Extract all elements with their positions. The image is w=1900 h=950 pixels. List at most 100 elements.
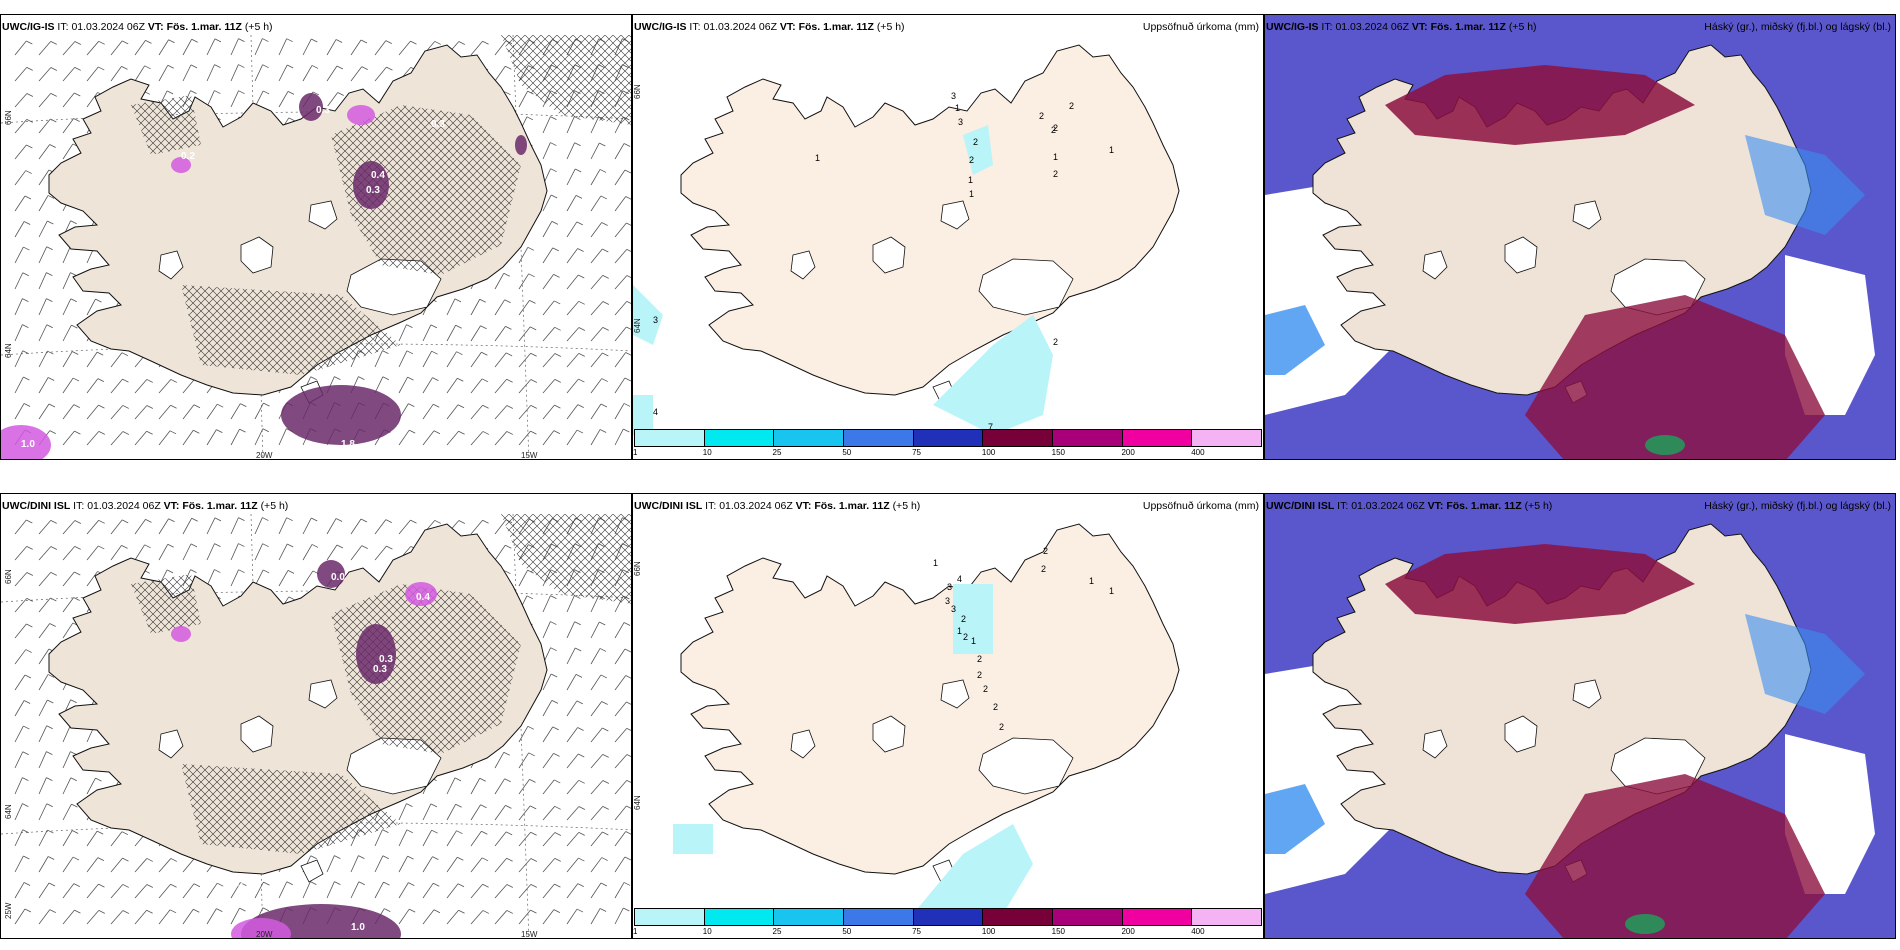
wind-barb-flag [310, 881, 317, 885]
wind-barb-flag [602, 780, 610, 784]
wind-barb-flag [287, 91, 295, 95]
wind-barb [38, 220, 48, 238]
wind-barb-flag [23, 403, 31, 407]
wind-value-label: 1.8 [341, 439, 355, 450]
wind-barb [62, 67, 76, 82]
wind-barb-flag [578, 832, 585, 836]
wind-barb [470, 857, 483, 873]
glacier-outline [1422, 729, 1448, 759]
wind-barb-flag [602, 831, 609, 836]
wind-barb-flag [550, 116, 557, 120]
wind-barb [62, 622, 74, 639]
wind-barb [614, 675, 627, 691]
wind-barb [494, 752, 505, 769]
wind-barb [206, 38, 216, 56]
wind-barb-flag [24, 908, 32, 913]
wind-barb [590, 831, 603, 847]
wind-barb [14, 572, 28, 587]
wind-barb [134, 884, 148, 899]
glacier-outline [1504, 236, 1538, 274]
colorbar-tick-label: 75 [912, 927, 922, 936]
wind-barb-flag [578, 274, 585, 279]
wind-barb [254, 517, 263, 535]
wind-barb-flag [46, 324, 53, 329]
wind-barb-flag [337, 92, 344, 96]
wind-barb [14, 623, 27, 639]
wind-barb-flag [98, 519, 105, 524]
wind-barb [614, 882, 625, 899]
wind-barb-flag [263, 402, 270, 407]
wind-barb [398, 429, 410, 446]
wind-barb-flag [169, 909, 177, 914]
precip-blob [1, 425, 51, 459]
wind-barb-flag [454, 298, 462, 303]
wind-barb-flag [626, 222, 631, 226]
wind-barb-flag [550, 595, 557, 599]
wind-barb-flag [434, 41, 441, 45]
wind-barb-flag [216, 908, 223, 912]
wind-barb [62, 324, 72, 342]
wind-barb-flag [214, 569, 221, 573]
wind-barb-flag [262, 543, 269, 548]
wind-barb-flag [550, 168, 557, 173]
wind-barb-flag [480, 325, 487, 330]
wind-barb-flag [576, 700, 583, 705]
wind-barb-flag [430, 324, 438, 329]
wind-barb-flag [481, 857, 489, 862]
wind-barb-flag [310, 376, 317, 381]
wind-barb-flag [22, 272, 29, 277]
wind-barb-flag [455, 803, 462, 808]
iceland-land [680, 44, 1180, 396]
wind-barb [590, 248, 603, 264]
wind-barb [374, 376, 384, 394]
wind-barb [38, 144, 51, 160]
wind-barb-flag [505, 831, 513, 836]
wind-barb [398, 829, 408, 847]
wind-barb [566, 274, 579, 290]
wind-barb [38, 324, 48, 342]
precip-value-label: 1 [957, 626, 962, 636]
precip-value-label: 2 [1039, 111, 1044, 121]
wind-barb [470, 431, 484, 446]
wind-barb-flag [46, 803, 53, 808]
hatch-area [181, 285, 401, 375]
wind-barb [590, 327, 604, 342]
wind-barb-flag [526, 595, 534, 600]
wind-barb-flag [576, 429, 584, 434]
wind-barb [14, 908, 26, 925]
wind-barb [182, 518, 193, 535]
wind-barb-flag [578, 327, 586, 331]
precip-area [913, 824, 1033, 914]
wind-barb [590, 908, 601, 925]
wind-barb [542, 142, 551, 160]
wind-barb [470, 299, 481, 316]
wind-barb [542, 806, 555, 821]
colorbar-ticks: 1 10 25 50 75 100 150 200 400 [633, 447, 1262, 459]
wind-barb-flag [47, 674, 55, 678]
precip-value-label: 2 [977, 670, 982, 680]
wind-barb [62, 856, 74, 873]
wind-barb [566, 195, 577, 212]
precip-blob [281, 385, 401, 445]
wind-barb [158, 379, 172, 394]
wind-barb [38, 41, 52, 56]
wind-barb [110, 431, 124, 446]
wind-barb-flag [623, 428, 630, 433]
colorbar-segment [1192, 430, 1262, 446]
wind-barb-flag [623, 143, 631, 147]
panel-header: UWC/DINI ISL IT: 01.03.2024 06Z VT: Fös.… [1266, 500, 1553, 512]
wind-barb [566, 647, 576, 665]
wind-barb [542, 353, 556, 368]
wind-barb [110, 66, 122, 82]
wind-barb [158, 404, 171, 420]
wind-barb-flag [22, 298, 29, 302]
wind-barb-flag [600, 195, 608, 200]
wind-barb-flag [25, 170, 32, 174]
wind-barb [470, 778, 481, 795]
wind-barb [566, 221, 578, 238]
wind-barb-flag [361, 545, 368, 549]
wind-barb [542, 883, 555, 899]
wind-barb [590, 352, 603, 368]
wind-barb-flag [50, 520, 57, 524]
wind-barb-flag [482, 404, 489, 409]
